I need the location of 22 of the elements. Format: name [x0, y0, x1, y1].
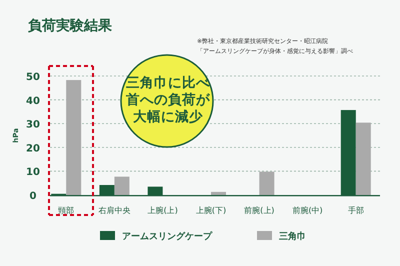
- bar: [211, 192, 226, 195]
- x-tick-label: 上腕(上): [148, 206, 178, 215]
- y-tick-label: 0: [30, 191, 37, 202]
- legend-label: アームスリングケープ: [122, 231, 213, 242]
- chart-title: 負荷実験結果: [28, 17, 113, 34]
- bar: [356, 122, 371, 195]
- y-tick-label: 20: [26, 143, 40, 154]
- annotation: 三角巾に比べ首への負荷が大幅に減少: [126, 75, 210, 126]
- bar: [66, 80, 82, 195]
- legend-label: 三角巾: [279, 231, 306, 242]
- y-tick-label: 50: [26, 72, 40, 83]
- x-tick-label: 前腕(上): [244, 206, 274, 215]
- y-tick-label: 40: [26, 96, 40, 107]
- y-tick-label: 10: [26, 167, 40, 178]
- x-tick-label: 頸部: [58, 206, 74, 215]
- x-tick-label: 手部: [348, 206, 364, 215]
- y-tick-label: 30: [26, 120, 40, 131]
- x-tick-label: 上腕(下): [196, 206, 226, 215]
- x-tick-label: 右肩中央: [98, 206, 130, 215]
- bar: [259, 172, 274, 195]
- bar: [114, 176, 130, 195]
- x-tick-label: 前腕(中): [292, 206, 323, 215]
